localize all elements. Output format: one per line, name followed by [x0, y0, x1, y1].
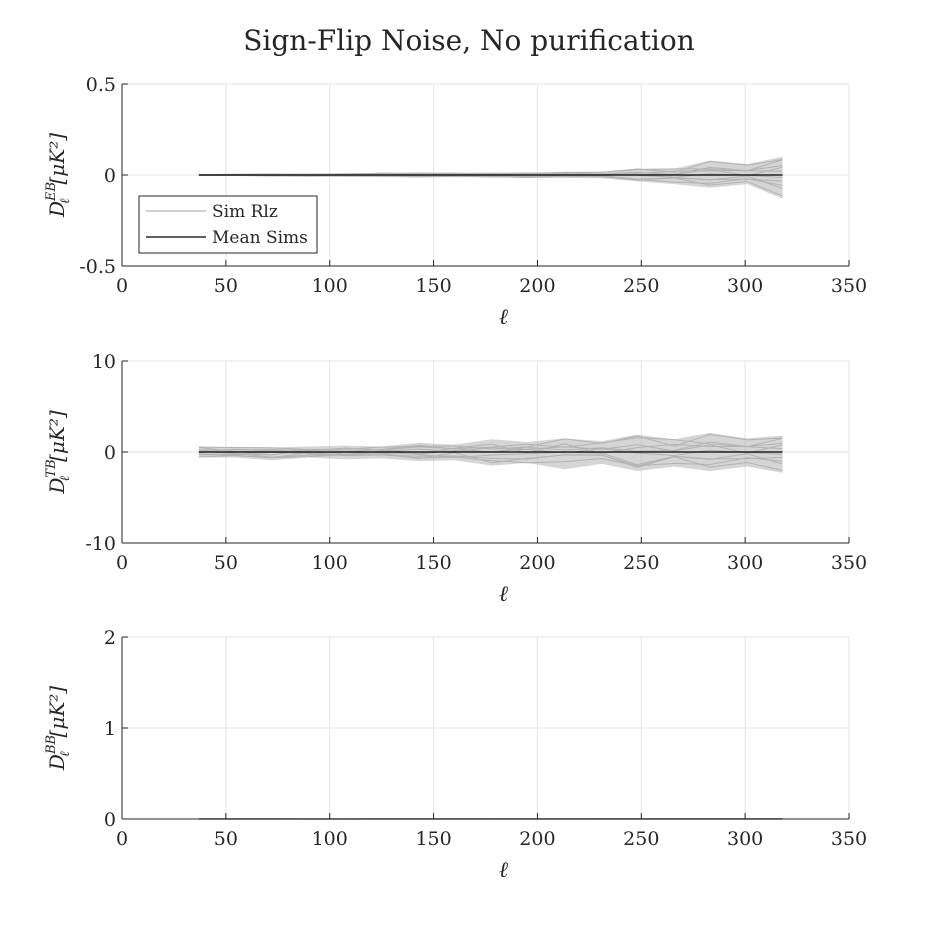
y-tick-label: 0 [104, 442, 116, 464]
axes: 0 50 100 150 200 250 300 350 0 1 2 [104, 627, 867, 850]
x-tick-label: 0 [116, 552, 128, 574]
x-tick-label: 100 [312, 552, 348, 574]
x-tick-label: 350 [831, 552, 867, 574]
x-axis-label: ℓ [499, 305, 509, 330]
x-tick-label: 200 [519, 275, 555, 297]
sim-rlz-line [198, 450, 783, 466]
sim-rlz-band [198, 156, 783, 199]
sim-rlz-band [198, 432, 783, 473]
legend: Sim Rlz Mean Sims [138, 195, 318, 254]
sim-rlz-line [198, 453, 783, 472]
x-tick-label: 100 [312, 275, 348, 297]
y-axis-label: DBBℓ[μK²] [44, 686, 73, 771]
x-tick-label: 0 [116, 828, 128, 850]
y-tick-label: -10 [85, 533, 116, 555]
panel-bb: 0 50 100 150 200 250 300 350 0 1 2 ℓ DBBℓ[μK²] [44, 627, 867, 883]
y-tick-label: 0.5 [86, 74, 116, 96]
y-tick-label: 2 [104, 627, 116, 649]
y-axis-label: DEBℓ[μK²] [44, 133, 73, 218]
legend-box [138, 195, 318, 254]
y-tick-label: 10 [92, 351, 116, 373]
x-tick-label: 150 [415, 275, 451, 297]
x-tick-label: 300 [727, 552, 763, 574]
x-tick-label: 150 [415, 552, 451, 574]
x-tick-label: 0 [116, 275, 128, 297]
x-tick-label: 200 [519, 552, 555, 574]
panels: 0 50 100 150 200 250 300 350-0.500.5ℓDEBℓ[μK²]S… [44, 74, 867, 883]
x-tick-label: 50 [214, 275, 238, 297]
x-tick-label: 300 [727, 275, 763, 297]
x-axis-label: ℓ [499, 858, 509, 883]
x-tick-label: 50 [214, 552, 238, 574]
x-tick-label: 100 [312, 828, 348, 850]
panel-eb: 0 50 100 150 200 250 300 350-0.500.5ℓDEBℓ[μK²]S… [44, 74, 867, 330]
sim-realizations [198, 432, 783, 473]
x-tick-label: 200 [519, 828, 555, 850]
x-tick-label: 250 [623, 552, 659, 574]
x-tick-label: 250 [623, 828, 659, 850]
sim-rlz-line [198, 442, 783, 455]
x-tick-label: 300 [727, 828, 763, 850]
y-tick-label: 0 [104, 165, 116, 187]
y-tick-label: 0 [104, 809, 116, 831]
axes: 0 50 100 150 200 250 300 350-0.500.5 [79, 74, 867, 297]
sim-rlz-line [198, 433, 783, 451]
sim-rlz-line [198, 437, 783, 452]
x-tick-label: 250 [623, 275, 659, 297]
x-tick-label: 150 [415, 828, 451, 850]
y-tick-label: 1 [104, 718, 116, 740]
grid [121, 636, 850, 820]
legend-entry-mean-sims: Mean Sims [212, 228, 308, 248]
legend-entry-sim-rlz: Sim Rlz [212, 202, 278, 222]
chart-title: Sign-Flip Noise, No purification [243, 24, 694, 57]
x-axis-label: ℓ [499, 582, 509, 607]
x-tick-label: 350 [831, 275, 867, 297]
x-tick-label: 50 [214, 828, 238, 850]
sim-realizations [198, 156, 783, 199]
y-axis-label: DTBℓ[μK²] [44, 410, 73, 494]
y-tick-label: -0.5 [79, 256, 116, 278]
x-tick-label: 350 [831, 828, 867, 850]
